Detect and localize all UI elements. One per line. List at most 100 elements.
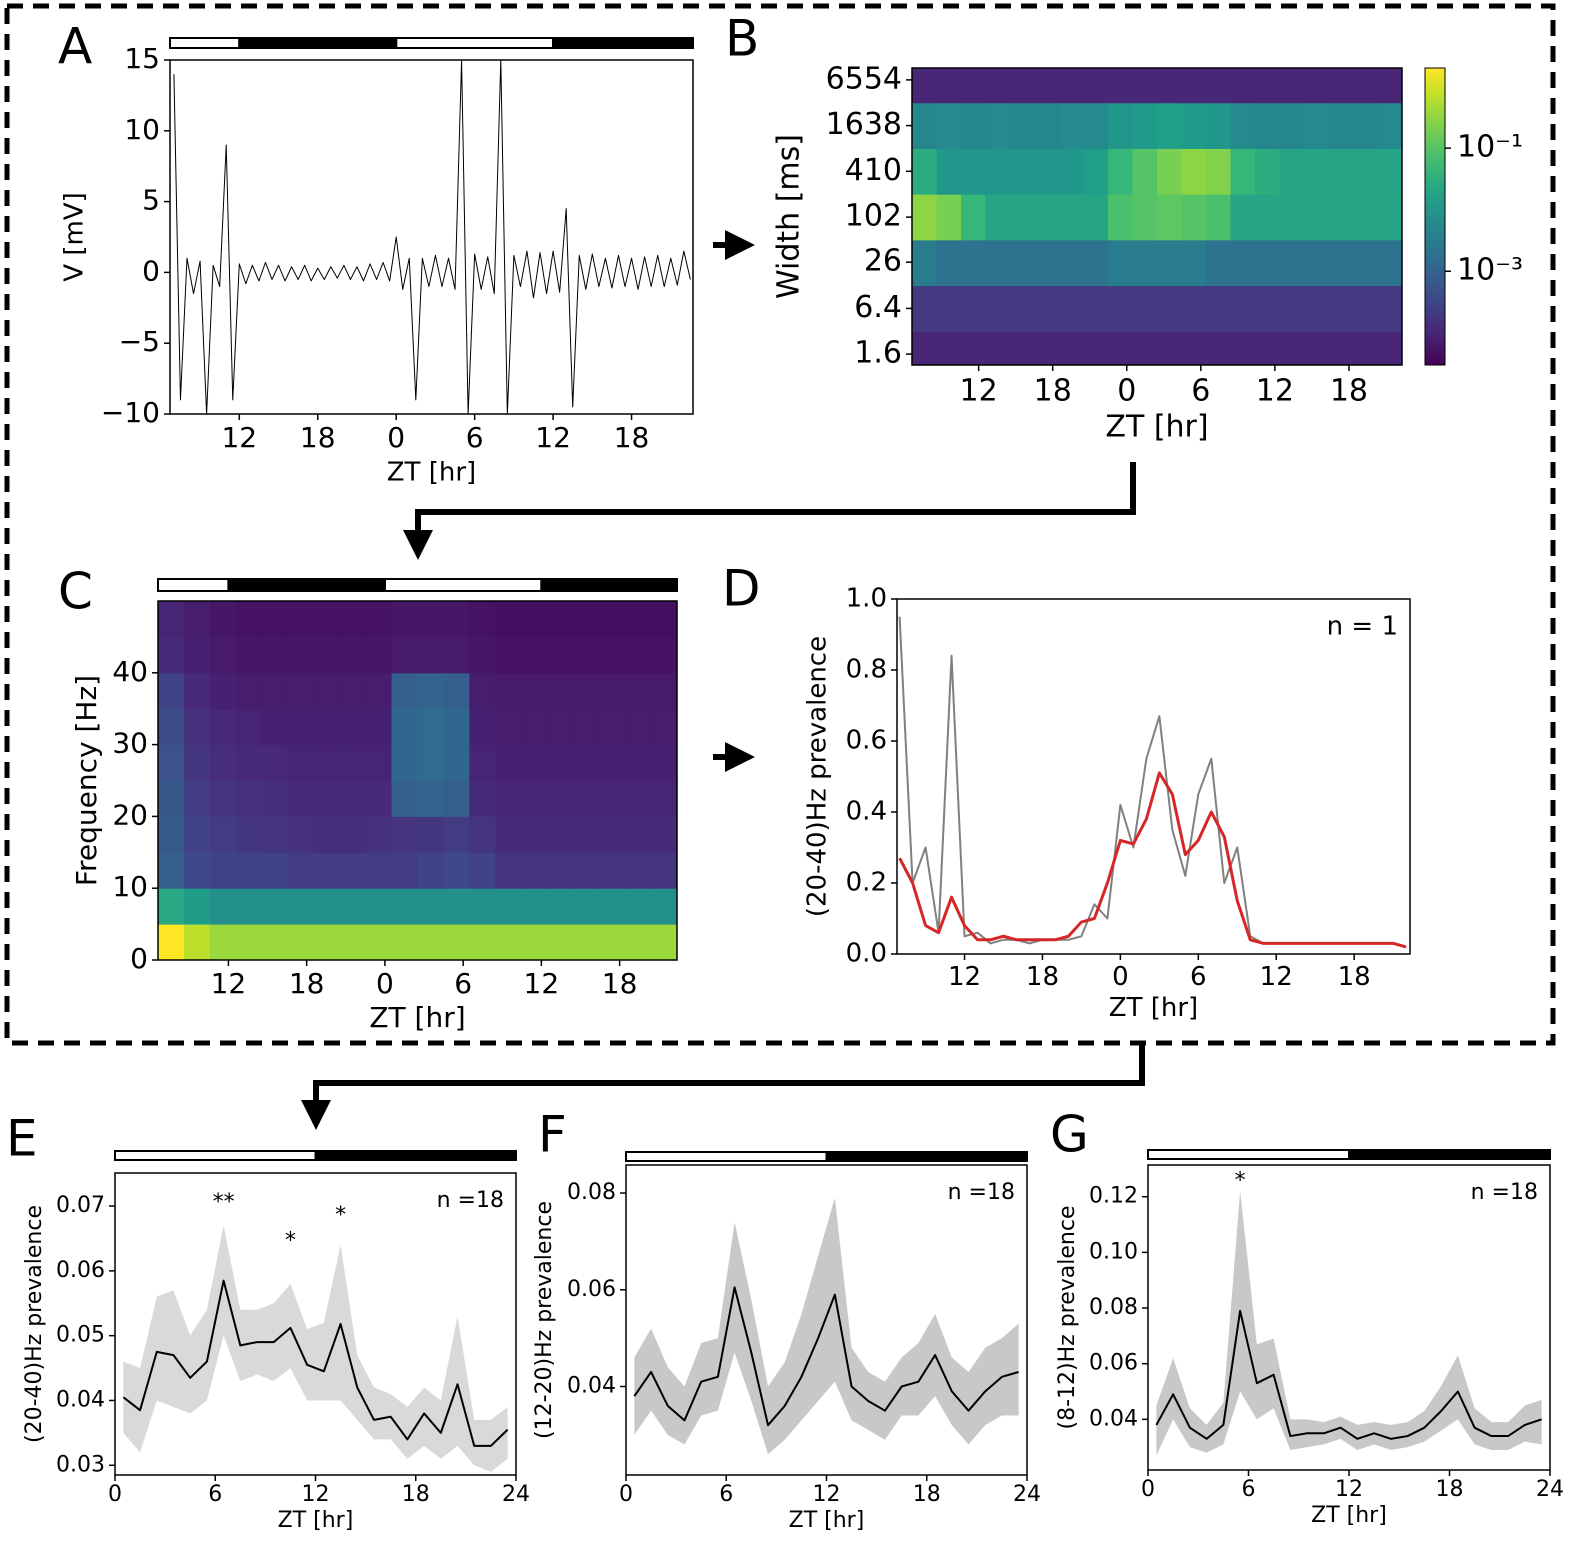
heatmap-cell [521,744,548,781]
heatmap-cell [1181,239,1207,287]
dark-period [238,37,398,49]
heatmap-cell [1083,239,1109,287]
heatmap-cell [365,924,393,960]
y-tick-label: 1.0 [846,584,887,614]
heatmap-cell [651,924,677,960]
y-tick-label: 10 [124,113,160,146]
sample-size-note: n =18 [948,1180,1015,1205]
y-tick-label: 0.06 [567,1277,616,1302]
panel: 12 18 0 6 12 18 0.0 0.2 0.4 0.6 0.8 1.0 ZT [hr] (20-4… [722,560,1411,1023]
heatmap-cell [443,601,470,638]
panel: 12 18 0 6 12 18 −10 −5 0 5 10 15 ZT [hr] V [mV] A [58,18,694,487]
heatmap-cell [158,852,185,889]
heatmap-cell [1353,194,1378,241]
heatmap-cell [651,744,677,781]
heatmap-cell [261,888,289,925]
heatmap-cell [985,239,1011,287]
error-band [1156,1191,1542,1456]
heatmap-cell [287,672,315,710]
heatmap-cell [183,744,211,781]
panel-label: B [725,10,759,68]
heatmap-cell [1255,194,1280,241]
heatmap-cell [391,601,418,638]
heatmap-cell [417,601,444,638]
heatmap-cell [209,636,237,674]
heatmap-cell [313,780,341,817]
heatmap-cell [1010,331,1035,365]
heatmap-cell [443,672,470,710]
heatmap-cell [469,708,496,746]
heatmap-cell [1083,68,1109,104]
plot-area [158,601,677,960]
heatmap-cell [339,744,367,781]
heatmap-cell [1132,331,1158,365]
x-tick-label: 6 [454,967,472,1000]
heatmap-cell [1304,148,1329,195]
heatmap-cell [1279,331,1305,365]
heatmap-cell [209,852,237,889]
y-axis-label: (20-40)Hz prevalence [22,1205,47,1443]
plot-area [912,68,1402,365]
heatmap-cell [417,852,444,889]
heatmap-cell [313,924,341,960]
heatmap-cell [469,636,496,674]
y-tick-label: 0.0 [846,939,887,969]
plot-area [173,60,691,414]
heatmap-cell [1010,102,1035,149]
heatmap-cell [158,780,185,817]
heatmap-cell [1108,68,1133,104]
light-period [625,1151,828,1162]
heatmap-cell [261,672,289,710]
heatmap-cell [443,888,470,925]
heatmap-cell [235,852,263,889]
heatmap-cell [1181,148,1207,195]
heatmap-cell [1157,285,1182,332]
heatmap-cell [365,816,393,853]
heatmap-cell [261,816,289,853]
heatmap-cell [599,672,626,710]
heatmap-cell [521,672,548,710]
x-tick-label: 0 [108,1482,122,1507]
x-tick-label: 12 [302,1482,330,1507]
heatmap-cell [365,780,393,817]
light-period [1147,1149,1350,1160]
x-tick-label: 0 [1141,1477,1155,1502]
heatmap-cell [339,852,367,889]
heatmap-cell [1010,285,1035,332]
heatmap-cell [625,708,652,746]
y-axis-label: (8-12)Hz prevalence [1055,1206,1080,1430]
dark-period [540,578,678,592]
heatmap-cell [1353,102,1378,149]
heatmap-cell [1206,148,1231,195]
heatmap-cell [1255,239,1280,287]
heatmap-cell [287,636,315,674]
heatmap-cell [1010,68,1035,104]
x-tick-label: 12 [960,374,998,409]
data-line [173,60,691,414]
heatmap-cell [287,924,315,960]
heatmap-cell [235,601,263,638]
heatmap-cell [651,852,677,889]
heatmap-cell [443,780,470,817]
y-tick-label: 0.2 [846,868,887,898]
heatmap-cell [1328,68,1354,104]
heatmap-cell [625,780,652,817]
heatmap-cell [339,780,367,817]
data-line [898,771,1407,949]
heatmap-cell [1377,331,1402,365]
heatmap-cell [235,888,263,925]
x-axis-label: ZT [hr] [369,1001,465,1034]
heatmap-cell [417,780,444,817]
heatmap-cell [158,888,185,925]
heatmap-cell [495,744,522,781]
heatmap-cell [1181,194,1207,241]
x-tick-label: 24 [1013,1482,1041,1507]
heatmap-cell [495,924,522,960]
heatmap-cell [961,194,986,241]
heatmap-cell [365,636,393,674]
y-tick-label: 6.4 [854,290,902,325]
significance-marker: * [285,1229,296,1254]
error-band [123,1225,508,1472]
heatmap-cell [209,924,237,960]
heatmap-cell [1108,148,1133,195]
